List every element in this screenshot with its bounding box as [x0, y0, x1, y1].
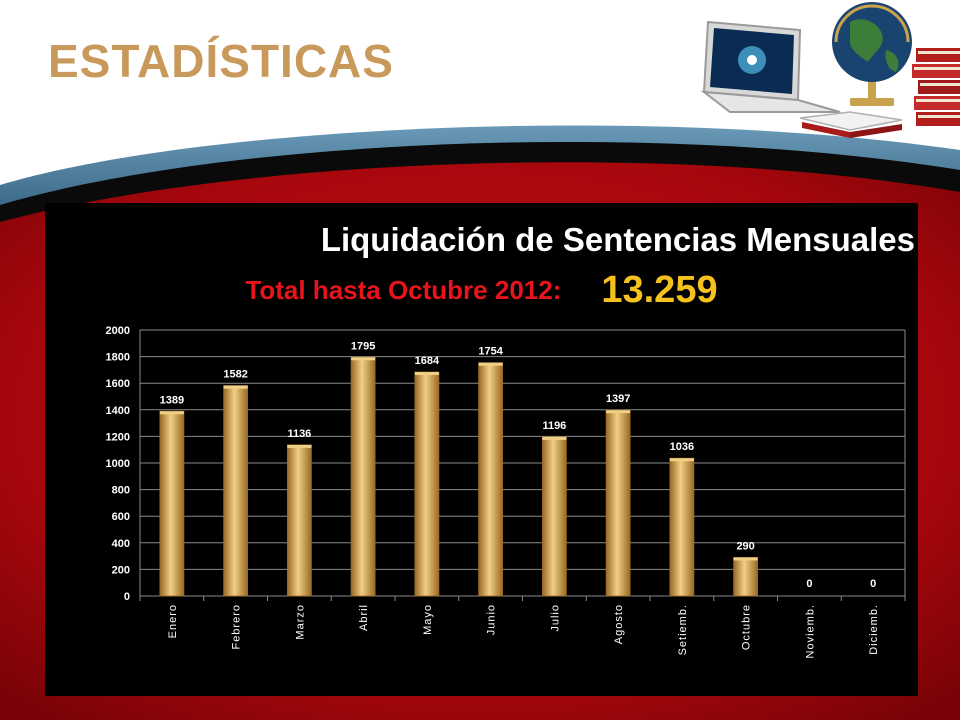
bar [350, 356, 376, 597]
bar [605, 409, 631, 597]
chart-title: Liquidación de Sentencias Mensuales [320, 221, 915, 258]
bar-cap [159, 411, 184, 415]
x-tick-label: Julio [549, 604, 561, 632]
globe-icon [832, 2, 912, 106]
bar [159, 410, 185, 597]
bar-cap [351, 357, 376, 361]
bar-cap [669, 458, 694, 462]
bar [478, 362, 504, 597]
bar [733, 557, 759, 597]
data-label: 0 [806, 578, 812, 590]
y-tick-labels: 0 200 400 600 800 1000 1200 1400 1600 1800 2000 [106, 325, 130, 603]
chart-subtitle: Total hasta Octubre 2012: 13.259 [45, 269, 918, 312]
bar [414, 371, 440, 597]
x-tick-label: Abril [358, 604, 370, 631]
axes [139, 330, 906, 601]
y-tick-label: 1400 [106, 405, 130, 417]
bars [159, 356, 759, 597]
y-tick-label: 800 [112, 485, 130, 497]
x-tick-label: Febrero [231, 604, 243, 650]
slide-title: ESTADÍSTICAS [48, 35, 394, 87]
y-tick-label: 400 [112, 538, 130, 550]
y-tick-label: 0 [124, 591, 130, 603]
chart-panel: 0 200 400 600 800 1000 1200 1400 1600 1800 2000 13… [45, 203, 918, 696]
x-tick-label: Junio [486, 604, 498, 635]
subtitle-total-value: 13.259 [601, 269, 718, 311]
subtitle-label: Total hasta Octubre 2012: [245, 275, 562, 305]
book-icon [799, 111, 903, 138]
y-tick-label: 2000 [106, 325, 130, 337]
decoration-illustration [700, 2, 960, 138]
x-tick-label: Marzo [294, 604, 306, 640]
y-tick-label: 1800 [106, 352, 130, 364]
x-tick-label: Noviemb. [804, 604, 816, 658]
x-tick-label: Enero [167, 604, 179, 638]
data-label: 1196 [542, 420, 566, 432]
bar-cap [223, 385, 248, 389]
bar-cap [606, 410, 631, 414]
y-tick-label: 600 [112, 511, 130, 523]
y-tick-label: 1600 [106, 378, 130, 390]
y-tick-label: 200 [112, 564, 130, 576]
bar-chart: 0 200 400 600 800 1000 1200 1400 1600 1800 2000 13… [106, 325, 906, 658]
data-label: 1684 [415, 355, 440, 367]
data-label: 1754 [478, 346, 503, 358]
x-tick-labels: Enero Febrero Marzo Abril Mayo Junio Julio Agos… [167, 604, 880, 658]
data-label: 1582 [223, 369, 247, 381]
data-label: 1036 [670, 441, 694, 453]
bar [669, 457, 695, 597]
data-label: 1389 [160, 394, 184, 406]
x-tick-label: Mayo [422, 604, 434, 635]
data-label: 0 [870, 578, 876, 590]
y-tick-label: 1000 [106, 458, 130, 470]
gridlines [140, 329, 905, 597]
x-tick-label: Diciemb. [868, 604, 880, 655]
bar [541, 436, 567, 597]
bar [286, 444, 312, 597]
data-labels: 1389 1582 1136 1795 1684 1754 1196 1397 1036 290 0… [160, 340, 877, 590]
bar-cap [542, 436, 567, 440]
bar [223, 385, 249, 597]
bar-cap [478, 362, 503, 366]
data-label: 1795 [351, 340, 375, 352]
x-tick-label: Setiemb. [677, 604, 689, 655]
data-label: 1136 [287, 428, 311, 440]
laptop-icon [700, 20, 841, 113]
bar-cap [414, 372, 439, 376]
books-icon [912, 48, 960, 126]
x-tick-label: Octubre [741, 604, 753, 650]
data-label: 290 [736, 540, 754, 552]
x-tick-label: Agosto [613, 604, 625, 644]
bar-cap [287, 444, 312, 448]
data-label: 1397 [606, 393, 630, 405]
bar-cap [733, 557, 758, 561]
y-tick-label: 1200 [106, 431, 130, 443]
